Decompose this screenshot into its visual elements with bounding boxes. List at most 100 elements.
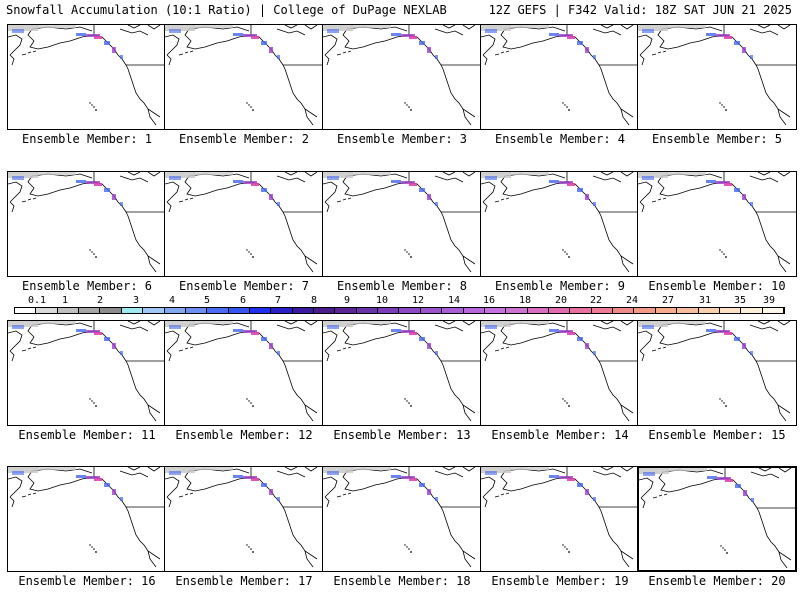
ensemble-member-panel[interactable]: Ensemble Member: 6 bbox=[7, 171, 167, 293]
colorbar-swatch bbox=[164, 308, 186, 313]
ensemble-member-panel[interactable]: Ensemble Member: 14 bbox=[480, 320, 640, 442]
colorbar-swatches bbox=[14, 307, 785, 314]
colorbar-tick-label: 27 bbox=[661, 295, 675, 306]
colorbar-swatch bbox=[698, 308, 720, 313]
colorbar-labels: 0.1 1 2 3 4 5 6 7 8 9 10 12 14 16 18 20 22 24 27 31 35 39 bbox=[14, 296, 785, 307]
colorbar-tick-label: 8 bbox=[310, 295, 318, 306]
colorbar-swatch bbox=[249, 308, 272, 313]
snowfall-map bbox=[480, 466, 640, 572]
colorbar-swatch bbox=[36, 308, 58, 313]
colorbar-swatch bbox=[506, 308, 528, 313]
colorbar-tick-label: 14 bbox=[447, 295, 461, 306]
colorbar-swatch bbox=[271, 308, 293, 313]
ensemble-member-label: Ensemble Member: 16 bbox=[18, 574, 156, 588]
colorbar-tick-label: 4 bbox=[168, 295, 176, 306]
colorbar-swatch bbox=[719, 308, 742, 313]
ensemble-member-label: Ensemble Member: 19 bbox=[491, 574, 629, 588]
colorbar-swatch bbox=[378, 308, 400, 313]
snowfall-map bbox=[164, 171, 324, 277]
ensemble-member-label: Ensemble Member: 1 bbox=[21, 132, 153, 146]
colorbar-swatch bbox=[399, 308, 421, 313]
ensemble-member-label: Ensemble Member: 3 bbox=[336, 132, 468, 146]
ensemble-member-panel[interactable]: Ensemble Member: 2 bbox=[164, 24, 324, 146]
ensemble-member-panel[interactable]: Ensemble Member: 12 bbox=[164, 320, 324, 442]
colorbar-tick-label: 1 bbox=[61, 295, 69, 306]
ensemble-member-label: Ensemble Member: 20 bbox=[648, 574, 786, 588]
ensemble-member-panel[interactable]: Ensemble Member: 17 bbox=[164, 466, 324, 588]
colorbar-swatch bbox=[100, 308, 122, 313]
colorbar-swatch bbox=[613, 308, 635, 313]
snowfall-map bbox=[637, 320, 797, 426]
ensemble-member-panel[interactable]: Ensemble Member: 5 bbox=[637, 24, 797, 146]
snowfall-map bbox=[322, 24, 482, 130]
colorbar-swatch bbox=[228, 308, 250, 313]
ensemble-member-panel[interactable]: Ensemble Member: 19 bbox=[480, 466, 640, 588]
colorbar-swatch bbox=[527, 308, 549, 313]
ensemble-member-label: Ensemble Member: 7 bbox=[178, 279, 310, 293]
colorbar-swatch bbox=[57, 308, 80, 313]
ensemble-member-panel[interactable]: Ensemble Member: 4 bbox=[480, 24, 640, 146]
colorbar-tick-label: 16 bbox=[482, 295, 496, 306]
ensemble-member-panel[interactable]: Ensemble Member: 11 bbox=[7, 320, 167, 442]
colorbar-tick-label: 31 bbox=[698, 295, 712, 306]
snowfall-map bbox=[164, 466, 324, 572]
ensemble-member-panel[interactable]: Ensemble Member: 1 bbox=[7, 24, 167, 146]
ensemble-member-panel[interactable]: Ensemble Member: 16 bbox=[7, 466, 167, 588]
colorbar-swatch bbox=[741, 308, 763, 313]
ensemble-member-label: Ensemble Member: 17 bbox=[175, 574, 313, 588]
snowfall-map bbox=[480, 171, 640, 277]
colorbar-tick-label: 2 bbox=[96, 295, 104, 306]
colorbar-swatch bbox=[292, 308, 315, 313]
colorbar-swatch bbox=[185, 308, 208, 313]
ensemble-member-label: Ensemble Member: 8 bbox=[336, 279, 468, 293]
colorbar-tick-label: 24 bbox=[625, 295, 639, 306]
colorbar-swatch bbox=[207, 308, 229, 313]
colorbar-tick-label: 18 bbox=[518, 295, 532, 306]
colorbar-tick-label: 39 bbox=[762, 295, 776, 306]
ensemble-member-panel[interactable]: Ensemble Member: 8 bbox=[322, 171, 482, 293]
colorbar-tick-label: 5 bbox=[203, 295, 211, 306]
ensemble-member-label: Ensemble Member: 4 bbox=[494, 132, 626, 146]
colorbar-tick-label: 6 bbox=[239, 295, 247, 306]
ensemble-member-label: Ensemble Member: 14 bbox=[491, 428, 629, 442]
snowfall-map bbox=[7, 24, 167, 130]
snowfall-map bbox=[322, 466, 482, 572]
colorbar-swatch bbox=[570, 308, 592, 313]
colorbar-swatch bbox=[634, 308, 656, 313]
colorbar-tick-label: 3 bbox=[132, 295, 140, 306]
ensemble-member-panel[interactable]: Ensemble Member: 18 bbox=[322, 466, 482, 588]
ensemble-member-label: Ensemble Member: 5 bbox=[651, 132, 783, 146]
colorbar-tick-label: 0.1 bbox=[27, 295, 47, 306]
snowfall-map bbox=[7, 466, 167, 572]
snowfall-map bbox=[7, 171, 167, 277]
colorbar-swatch bbox=[463, 308, 485, 313]
colorbar-tick-label: 22 bbox=[589, 295, 603, 306]
snowfall-map bbox=[480, 320, 640, 426]
snowfall-map bbox=[637, 24, 797, 130]
colorbar-tick-label: 10 bbox=[375, 295, 389, 306]
ensemble-member-panel[interactable]: Ensemble Member: 3 bbox=[322, 24, 482, 146]
colorbar-swatch bbox=[79, 308, 101, 313]
ensemble-member-panel[interactable]: Ensemble Member: 15 bbox=[637, 320, 797, 442]
colorbar-swatch bbox=[314, 308, 336, 313]
colorbar-tick-label: 7 bbox=[274, 295, 282, 306]
colorbar-legend: 0.1 1 2 3 4 5 6 7 8 9 10 12 14 16 18 20 22 24 27 31 35 39 bbox=[14, 296, 785, 314]
colorbar-swatch bbox=[548, 308, 571, 313]
ensemble-member-panel[interactable]: Ensemble Member: 20 bbox=[637, 466, 797, 588]
map-title: Snowfall Accumulation (10:1 Ratio) | Col… bbox=[6, 3, 447, 17]
colorbar-swatch bbox=[484, 308, 507, 313]
snowfall-map bbox=[7, 320, 167, 426]
ensemble-member-panel[interactable]: Ensemble Member: 7 bbox=[164, 171, 324, 293]
ensemble-member-panel[interactable]: Ensemble Member: 9 bbox=[480, 171, 640, 293]
colorbar-swatch bbox=[762, 308, 784, 313]
colorbar-swatch bbox=[143, 308, 165, 313]
colorbar-swatch bbox=[677, 308, 699, 313]
snowfall-map bbox=[322, 320, 482, 426]
ensemble-member-panel[interactable]: Ensemble Member: 13 bbox=[322, 320, 482, 442]
ensemble-member-label: Ensemble Member: 12 bbox=[175, 428, 313, 442]
ensemble-member-panel[interactable]: Ensemble Member: 10 bbox=[637, 171, 797, 293]
colorbar-swatch bbox=[356, 308, 379, 313]
snowfall-map bbox=[322, 171, 482, 277]
ensemble-member-label: Ensemble Member: 13 bbox=[333, 428, 471, 442]
ensemble-member-label: Ensemble Member: 18 bbox=[333, 574, 471, 588]
